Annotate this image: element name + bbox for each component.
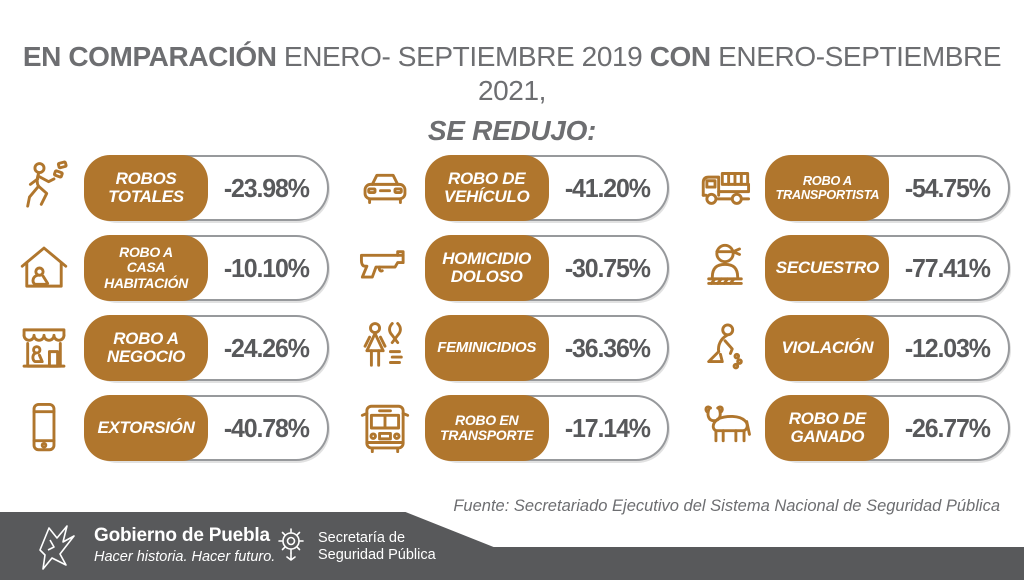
car-icon: [355, 157, 415, 219]
stat-value: -17.14%: [564, 412, 651, 443]
stat-pill: VIOLACIÓN: [765, 315, 890, 381]
woman-ribbon-icon: [355, 317, 415, 379]
stat-value: -23.98%: [223, 172, 310, 203]
stat-label: ROBO A TRANSPORTISTA: [775, 173, 880, 202]
stat-value: -12.03%: [905, 332, 991, 363]
stat-value: -54.75%: [905, 172, 991, 203]
stat-label: SECUESTRO: [775, 257, 879, 277]
puebla-government-logo-icon: [30, 522, 82, 572]
stat-capsule: VIOLACIÓN -12.03%: [765, 315, 1010, 381]
stat-pill: ROBO A CASA HABITACIÓN: [84, 235, 208, 301]
stat-card-violacion: VIOLACIÓN -12.03%: [695, 308, 1010, 388]
stat-pill: ROBO A NEGOCIO: [84, 315, 208, 381]
house-burglar-icon: [14, 237, 74, 299]
stat-capsule: ROBO A NEGOCIO -24.26%: [84, 315, 329, 381]
storefront-icon: [14, 317, 74, 379]
stat-label: ROBO EN TRANSPORTE: [440, 411, 534, 443]
stat-pill: SECUESTRO: [765, 235, 890, 301]
stat-value: -24.26%: [223, 332, 310, 363]
stat-card-secuestro: SECUESTRO -77.41%: [695, 228, 1010, 308]
stat-label: HOMICIDIO DOLOSO: [442, 248, 532, 286]
truck-icon: [695, 157, 755, 219]
stat-capsule: ROBO DE VEHÍCULO -41.20%: [424, 155, 670, 221]
page-title: EN COMPARACIÓN ENERO- SEPTIEMBRE 2019 CO…: [0, 40, 1024, 147]
pistol-icon: [355, 237, 415, 299]
stat-pill: ROBO EN TRANSPORTE: [424, 395, 549, 461]
stat-value: -30.75%: [564, 252, 651, 283]
gobierno-tagline: Hacer historia. Hacer futuro.: [94, 548, 276, 565]
stat-value: -77.41%: [905, 252, 991, 283]
source-note: Fuente: Secretariado Ejecutivo del Siste…: [453, 497, 1000, 515]
stat-label: ROBO DE VEHÍCULO: [443, 168, 530, 206]
bus-icon: [355, 397, 415, 459]
stat-pill: HOMICIDIO DOLOSO: [424, 235, 549, 301]
bound-person-icon: [695, 237, 755, 299]
secretaria-seguridad-logo-icon: [272, 526, 310, 566]
stat-capsule: ROBO EN TRANSPORTE -17.14%: [424, 395, 670, 461]
stat-label: ROBO A CASA HABITACIÓN: [104, 244, 188, 291]
title-bold-1: EN COMPARACIÓN: [22, 41, 277, 72]
title-line-2: SE REDUJO:: [427, 115, 597, 147]
stat-card-robo-transportista: ROBO A TRANSPORTISTA -54.75%: [695, 148, 1010, 228]
secretaria-line2: Seguridad Pública: [318, 547, 436, 564]
stat-pill: ROBOS TOTALES: [84, 155, 208, 221]
secretaria-line1: Secretaría de: [318, 530, 406, 546]
stat-label: ROBOS TOTALES: [108, 168, 184, 206]
stat-capsule: EXTORSIÓN -40.78%: [84, 395, 329, 461]
gobierno-name: Gobierno de Puebla: [94, 525, 270, 546]
stat-card-robo-ganado: ROBO DE GANADO -26.77%: [695, 388, 1010, 468]
smartphone-icon: [14, 397, 74, 459]
stat-card-feminicidios: FEMINICIDIOS -36.36%: [355, 308, 670, 388]
stat-card-robos-totales: ROBOS TOTALES -23.98%: [14, 148, 329, 228]
stat-value: -36.36%: [564, 332, 651, 363]
stat-card-extorsion: EXTORSIÓN -40.78%: [14, 388, 329, 468]
title-regular-1: ENERO- SEPTIEMBRE 2019: [276, 41, 650, 72]
stat-pill: ROBO DE VEHÍCULO: [424, 155, 549, 221]
stat-value: -40.78%: [223, 412, 310, 443]
stat-value: -10.10%: [223, 252, 310, 283]
title-bold-2: CON: [649, 41, 711, 72]
gobierno-text-block: Gobierno de Puebla Hacer historia. Hacer…: [94, 525, 275, 566]
stat-label: FEMINICIDIOS: [437, 338, 537, 356]
stat-capsule: HOMICIDIO DOLOSO -30.75%: [424, 235, 670, 301]
stat-label: ROBO A NEGOCIO: [106, 328, 186, 366]
stat-pill: EXTORSIÓN: [84, 395, 208, 461]
stat-card-robo-transporte: ROBO EN TRANSPORTE -17.14%: [355, 388, 670, 468]
stat-label: ROBO DE GANADO: [788, 408, 867, 446]
stat-card-robo-vehiculo: ROBO DE VEHÍCULO -41.20%: [355, 148, 670, 228]
stat-card-robo-casa: ROBO A CASA HABITACIÓN -10.10%: [14, 228, 329, 308]
stat-pill: ROBO DE GANADO: [765, 395, 890, 461]
stat-capsule: FEMINICIDIOS -36.36%: [424, 315, 670, 381]
stat-capsule: ROBO A CASA HABITACIÓN -10.10%: [84, 235, 329, 301]
kneeling-person-icon: [695, 317, 755, 379]
stat-capsule: SECUESTRO -77.41%: [765, 235, 1010, 301]
title-line-1: EN COMPARACIÓN ENERO- SEPTIEMBRE 2019 CO…: [0, 40, 1024, 107]
stat-label: EXTORSIÓN: [97, 417, 195, 437]
stat-value: -26.77%: [905, 412, 991, 443]
stat-card-robo-negocio: ROBO A NEGOCIO -24.26%: [14, 308, 329, 388]
stat-capsule: ROBO A TRANSPORTISTA -54.75%: [765, 155, 1010, 221]
footer-bar: Gobierno de Puebla Hacer historia. Hacer…: [0, 512, 1024, 580]
stat-pill: ROBO A TRANSPORTISTA: [765, 155, 890, 221]
stat-capsule: ROBOS TOTALES -23.98%: [84, 155, 329, 221]
cow-icon: [695, 397, 755, 459]
title-regular-2: ENERO-SEPTIEMBRE 2021,: [477, 41, 1002, 106]
stat-card-homicidio: HOMICIDIO DOLOSO -30.75%: [355, 228, 670, 308]
stat-pill: FEMINICIDIOS: [424, 315, 549, 381]
stat-value: -41.20%: [564, 172, 651, 203]
stat-label: VIOLACIÓN: [781, 337, 874, 357]
stats-grid: ROBOS TOTALES -23.98% ROBO DE VEHÍCULO -…: [14, 148, 1010, 468]
running-thief-icon: [14, 157, 74, 219]
stat-capsule: ROBO DE GANADO -26.77%: [765, 395, 1010, 461]
secretaria-text-block: Secretaría de Seguridad Pública: [318, 530, 436, 565]
